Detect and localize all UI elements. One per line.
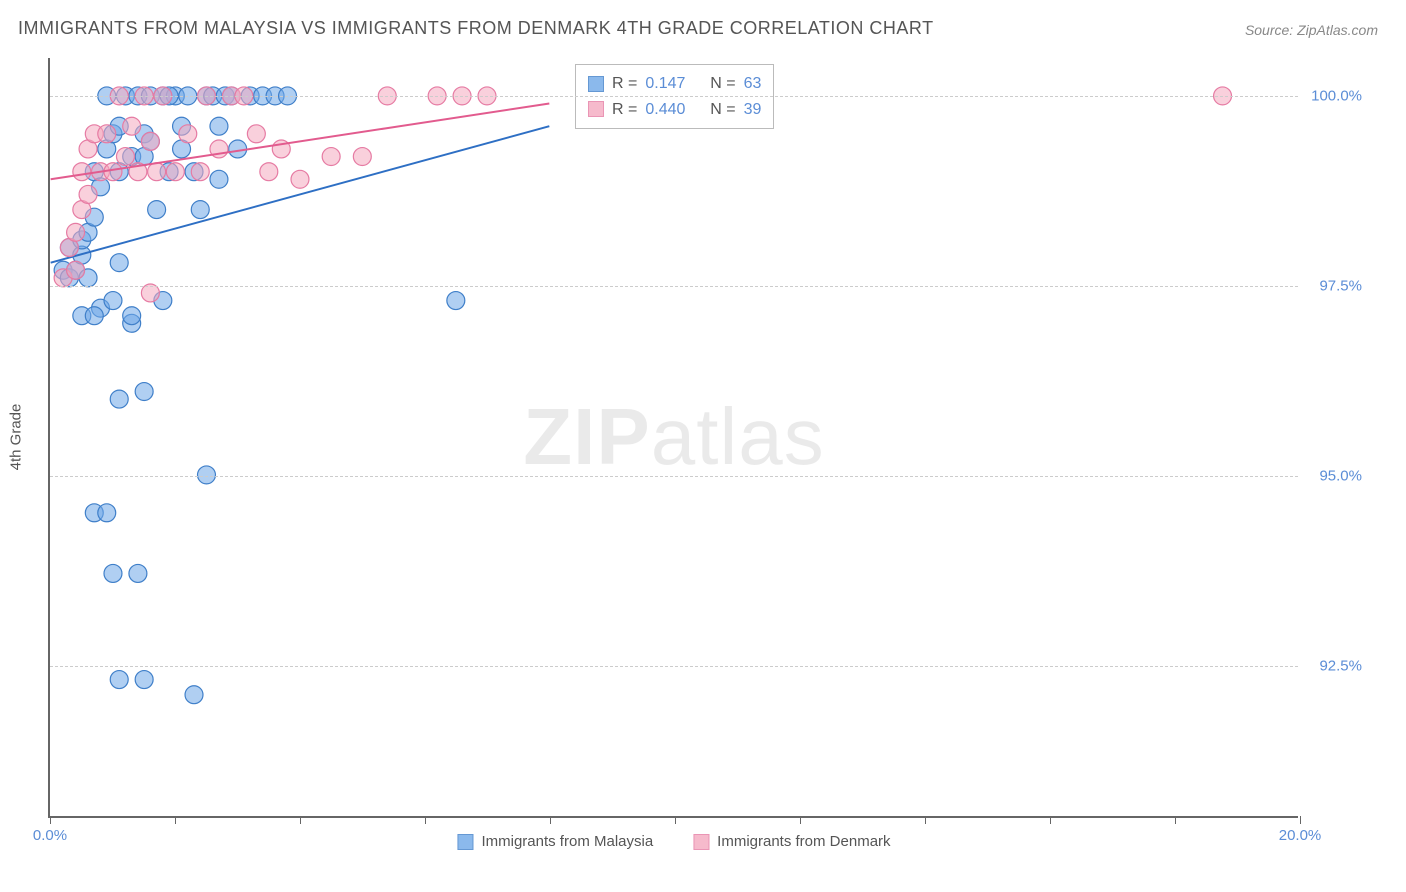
y-tick-label: 100.0% xyxy=(1311,88,1362,105)
y-tick-label: 97.5% xyxy=(1319,278,1362,295)
legend: Immigrants from Malaysia Immigrants from… xyxy=(457,833,890,850)
source-label: Source: ZipAtlas.com xyxy=(1245,22,1378,38)
x-tick xyxy=(550,816,551,824)
data-point xyxy=(98,125,116,143)
data-point xyxy=(135,671,153,689)
x-tick xyxy=(1300,816,1301,824)
x-tick xyxy=(50,816,51,824)
data-point xyxy=(116,148,134,166)
data-point xyxy=(135,383,153,401)
swatch-denmark-icon xyxy=(588,101,604,117)
trend-line xyxy=(51,126,550,262)
data-point xyxy=(110,671,128,689)
data-point xyxy=(67,261,85,279)
data-point xyxy=(123,117,141,135)
x-tick xyxy=(175,816,176,824)
data-point xyxy=(148,163,166,181)
data-point xyxy=(260,163,278,181)
data-point xyxy=(104,564,122,582)
data-point xyxy=(353,148,371,166)
legend-swatch-denmark-icon xyxy=(693,834,709,850)
gridline xyxy=(50,96,1298,97)
data-point xyxy=(191,163,209,181)
data-point xyxy=(141,132,159,150)
data-point xyxy=(179,125,197,143)
y-tick-label: 92.5% xyxy=(1319,658,1362,675)
data-point xyxy=(166,163,184,181)
stats-row-malaysia: R = 0.147 N = 63 xyxy=(588,71,761,97)
data-point xyxy=(210,117,228,135)
data-point xyxy=(198,466,216,484)
x-tick xyxy=(800,816,801,824)
x-tick-label: 20.0% xyxy=(1279,827,1322,844)
data-point xyxy=(104,292,122,310)
x-tick-label: 0.0% xyxy=(33,827,67,844)
gridline xyxy=(50,476,1298,477)
stats-row-denmark: R = 0.440 N = 39 xyxy=(588,97,761,123)
y-tick-label: 95.0% xyxy=(1319,468,1362,485)
x-tick xyxy=(425,816,426,824)
data-point xyxy=(67,223,85,241)
data-point xyxy=(247,125,265,143)
data-point xyxy=(110,390,128,408)
data-point xyxy=(191,201,209,219)
plot-svg xyxy=(50,58,1298,816)
legend-label-denmark: Immigrants from Denmark xyxy=(717,833,890,850)
gridline xyxy=(50,666,1298,667)
legend-label-malaysia: Immigrants from Malaysia xyxy=(481,833,653,850)
legend-item-denmark: Immigrants from Denmark xyxy=(693,833,890,850)
legend-swatch-malaysia-icon xyxy=(457,834,473,850)
data-point xyxy=(210,170,228,188)
data-point xyxy=(73,163,91,181)
trend-line xyxy=(51,103,550,179)
chart-area: 4th Grade ZIPatlas R = 0.147 N = 63 R = … xyxy=(48,58,1298,818)
data-point xyxy=(185,686,203,704)
swatch-malaysia-icon xyxy=(588,76,604,92)
x-tick xyxy=(675,816,676,824)
legend-item-malaysia: Immigrants from Malaysia xyxy=(457,833,653,850)
data-point xyxy=(85,307,103,325)
data-point xyxy=(148,201,166,219)
data-point xyxy=(98,504,116,522)
data-point xyxy=(322,148,340,166)
data-point xyxy=(447,292,465,310)
data-point xyxy=(129,564,147,582)
data-point xyxy=(79,185,97,203)
x-tick xyxy=(925,816,926,824)
data-point xyxy=(123,307,141,325)
x-tick xyxy=(300,816,301,824)
y-axis-label: 4th Grade xyxy=(8,404,25,471)
x-tick xyxy=(1050,816,1051,824)
data-point xyxy=(291,170,309,188)
x-tick xyxy=(1175,816,1176,824)
chart-title: IMMIGRANTS FROM MALAYSIA VS IMMIGRANTS F… xyxy=(18,18,934,39)
data-point xyxy=(110,254,128,272)
gridline xyxy=(50,286,1298,287)
